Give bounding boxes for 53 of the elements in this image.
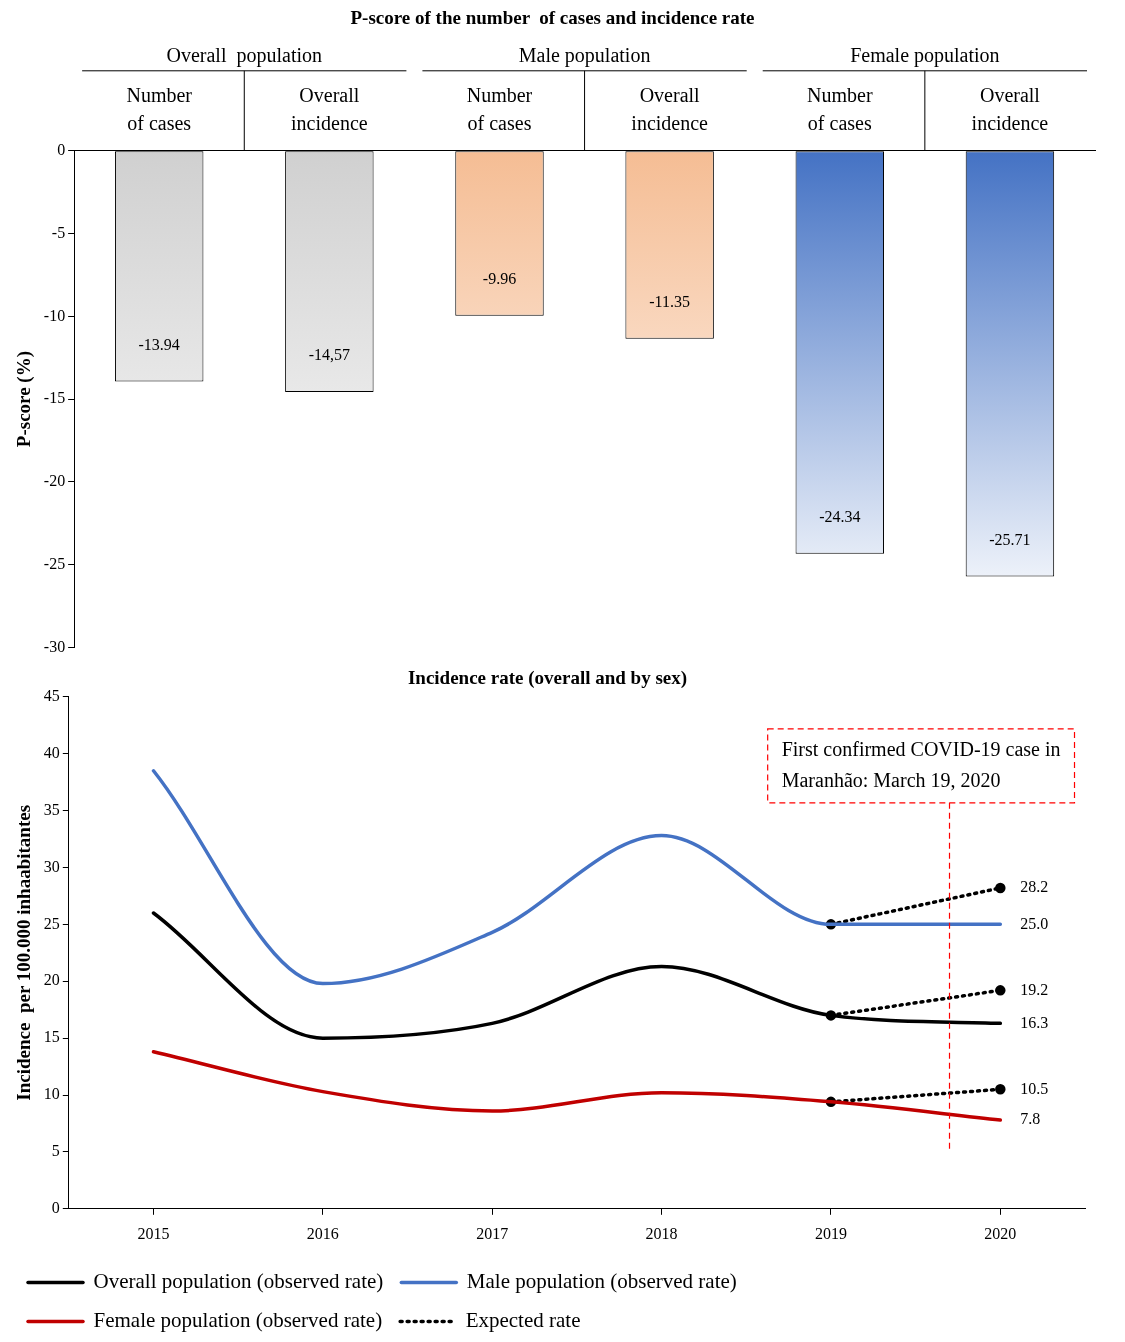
chart-title: P-score of the number of cases and incidence rate (350, 7, 755, 29)
data-label: 19.2 (1020, 980, 1049, 998)
y-axis-title: Incidence per 100.000 inhaabitantes (13, 804, 35, 1101)
data-label: -25.71 (989, 530, 1031, 548)
y-tick-label: 45 (43, 687, 60, 704)
legend-label: Female population (observed rate) (93, 1308, 383, 1333)
legend-label: Male population (observed rate) (466, 1269, 737, 1294)
y-tick-label: -5 (51, 223, 66, 241)
text: Female population (850, 44, 1000, 68)
x-tick-label: Overall incidence (971, 84, 1049, 135)
y-tick-label: -15 (43, 389, 66, 407)
x-tick-label: 2019 (814, 1224, 847, 1242)
x-tick-label: Overall incidence (631, 84, 709, 135)
data-label: 7.8 (1020, 1110, 1041, 1128)
y-tick-label: 30 (43, 857, 60, 875)
y-tick-label: -20 (43, 472, 66, 490)
y-tick-label: 5 (51, 1142, 60, 1160)
x-tick-label: 2017 (476, 1224, 509, 1242)
text: Overall population (166, 44, 323, 68)
x-tick-label: Number of cases (807, 84, 873, 135)
x-tick-label: 2016 (306, 1224, 339, 1242)
y-tick-label: -25 (43, 554, 66, 572)
data-label: -9.96 (482, 269, 517, 287)
chart-title: Incidence rate (overall and by sex) (407, 667, 688, 690)
data-label: 25.0 (1020, 914, 1049, 932)
ref-line-label: First confirmed COVID-19 case in Maranhão: March 19, 2020 (781, 738, 1061, 792)
x-tick-label: Number of cases (126, 84, 193, 135)
y-tick-label: -10 (43, 306, 66, 324)
data-label: 10.5 (1020, 1079, 1049, 1097)
y-tick-label: 0 (51, 1199, 60, 1216)
x-tick-label: Number of cases (466, 84, 533, 135)
data-label: -14,57 (308, 346, 351, 364)
data-label: -13.94 (138, 335, 180, 353)
y-tick-label: 25 (43, 914, 60, 932)
y-tick-label: -30 (43, 637, 66, 655)
legend-label: Expected rate (465, 1308, 581, 1333)
x-tick-label: 2015 (137, 1224, 170, 1242)
text: Male population (518, 44, 651, 68)
legend-label: Overall population (observed rate) (93, 1269, 384, 1294)
x-tick-label: 2018 (645, 1224, 678, 1242)
data-label: -24.34 (819, 507, 861, 525)
x-tick-label: 2020 (984, 1224, 1017, 1242)
y-tick-label: 20 (43, 971, 60, 989)
y-axis-title: P-score (%) (13, 351, 36, 448)
data-label: 28.2 (1020, 878, 1049, 896)
y-tick-label: 0 (57, 141, 66, 158)
y-tick-label: 15 (43, 1028, 60, 1046)
data-label: -11.35 (649, 292, 690, 310)
x-tick-label: Overall incidence (291, 84, 368, 135)
y-tick-label: 10 (43, 1085, 60, 1103)
y-tick-label: 35 (43, 800, 60, 818)
data-label: 16.3 (1020, 1013, 1049, 1031)
y-tick-label: 40 (43, 743, 60, 761)
